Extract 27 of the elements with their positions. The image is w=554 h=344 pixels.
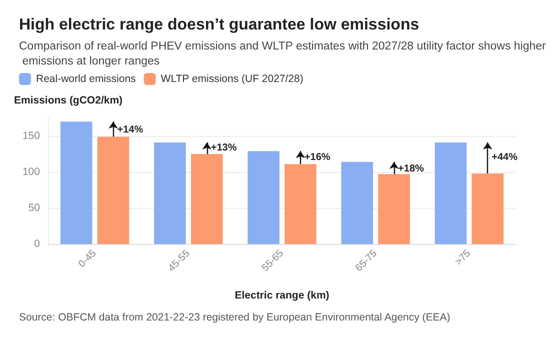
annotation: +44%: [492, 152, 518, 164]
chart-title: High electric range doesn’t guarantee low emissions: [19, 16, 420, 34]
x-axis-title: Electric range (km): [234, 290, 330, 302]
chart-subtitle: Comparison of real-world PHEV emissions and WLTP estimates with 2027/28 utility factor shows higher emissions at longer ranges: [19, 40, 546, 68]
bar: [434, 142, 467, 244]
y-tick-label: 150: [22, 130, 40, 142]
bar: [190, 154, 223, 244]
bar: [378, 174, 410, 244]
source-note: Source: OBFCM data from 2021-22-23 registered by European Environmental Agency (EEA): [19, 312, 450, 324]
annotation: +14%: [117, 124, 144, 136]
bar: [472, 173, 504, 244]
annotation: +13%: [210, 142, 237, 154]
annotation: +16%: [304, 152, 330, 164]
legend-label: Real-world emissions: [36, 73, 136, 85]
bar: [284, 164, 316, 244]
annotation: +18%: [398, 164, 424, 175]
y-tick-label: 0: [34, 238, 40, 250]
x-tick-label: >75: [453, 248, 474, 268]
bar: [248, 151, 280, 244]
y-axis-title: Emissions (gCO2/km): [14, 94, 123, 106]
bar: [341, 162, 374, 244]
legend-label: WLTP emissions (UF 2027/28): [160, 73, 304, 85]
bar: [154, 142, 186, 244]
y-tick-label: 50: [28, 202, 40, 214]
bar: [60, 122, 92, 244]
bar: [97, 136, 130, 244]
y-tick-label: 100: [22, 166, 40, 178]
